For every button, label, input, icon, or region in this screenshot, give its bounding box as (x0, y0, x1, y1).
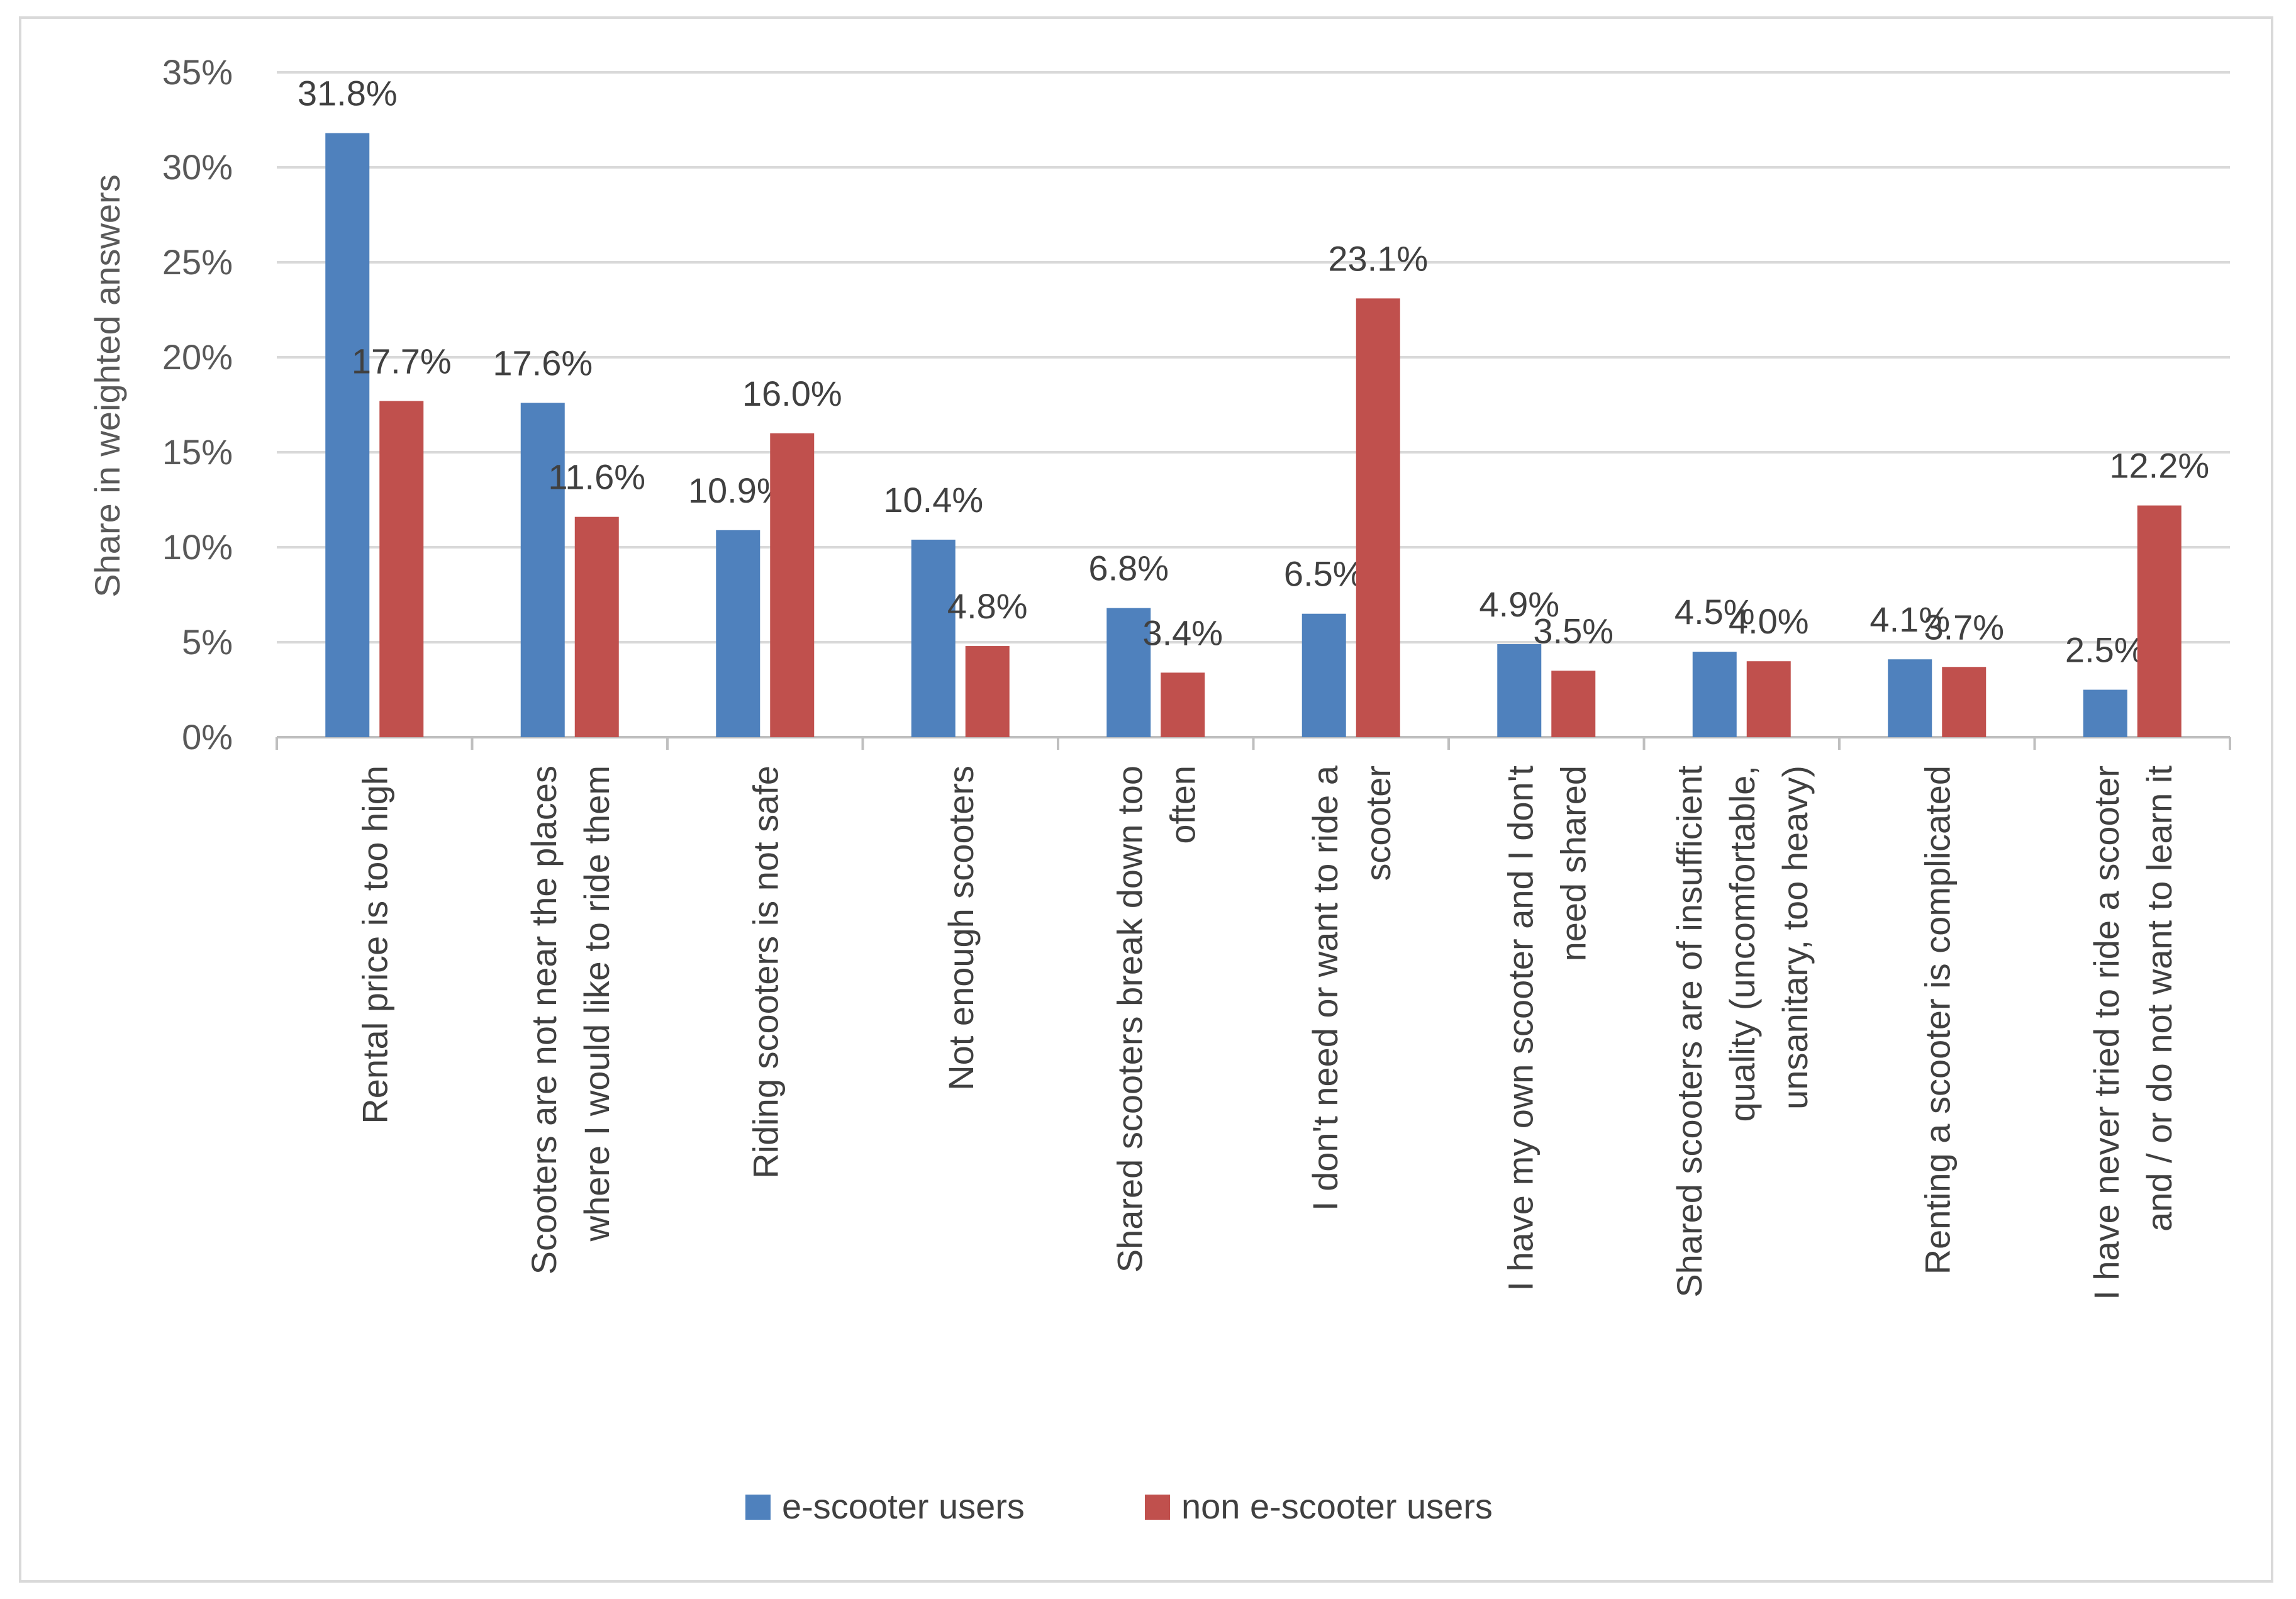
x-category-label: Rental price is too high (355, 766, 394, 1124)
data-label: 10.4% (883, 480, 983, 520)
bar-e-scooter-users (1692, 652, 1737, 737)
bar-non-e-scooter-users (574, 516, 619, 737)
data-label: 4.8% (947, 586, 1028, 626)
x-category-label-line: where I would like to ride them (577, 766, 616, 1242)
y-tick-label: 15% (162, 432, 233, 472)
y-tick-label: 35% (162, 52, 233, 92)
bar-non-e-scooter-users (1356, 298, 1400, 737)
x-category-label: Shared scooters are of insufficient quali… (1669, 766, 1815, 1298)
data-label: 31.8% (298, 74, 398, 113)
data-label: 11.6% (548, 457, 645, 497)
x-category-label: Riding scooters is not safe (745, 766, 785, 1179)
data-label: 3.5% (1533, 611, 1613, 650)
bar-e-scooter-users (520, 403, 565, 737)
bar-e-scooter-users (716, 530, 761, 737)
x-category-label-line: I have never tried to ride a scooter (2087, 766, 2126, 1300)
y-tick-label: 20% (162, 337, 233, 377)
data-label: 3.4% (1142, 613, 1223, 652)
bar-e-scooter-users (1888, 659, 1932, 737)
data-label: 23.1% (1328, 238, 1428, 278)
chart-frame (19, 16, 2273, 1583)
x-category-label: Scooters are not near the places where I … (524, 766, 616, 1274)
x-category-label-line: Not enough scooters (941, 766, 981, 1091)
x-category-label: I have never tried to ride a scooter and … (2087, 766, 2179, 1300)
legend-swatch-e-scooter-users (745, 1495, 771, 1520)
legend-label: e-scooter users (782, 1486, 1025, 1526)
data-label: 2.5% (2065, 630, 2146, 670)
y-tick-label: 30% (162, 147, 233, 187)
x-category-label: I have my own scooter and I don't need sh… (1500, 766, 1593, 1291)
x-category-label-line: often (1162, 766, 1202, 844)
bar-non-e-scooter-users (1746, 661, 1791, 737)
data-label: 16.0% (742, 374, 842, 413)
x-category-label-line: Shared scooters are of insufficient (1669, 766, 1709, 1298)
y-axis-title: Share in weighted answers (87, 174, 127, 597)
x-category-label: I don't need or want to ride a scooter (1305, 765, 1398, 1211)
bar-non-e-scooter-users (379, 401, 424, 737)
bar-e-scooter-users (2083, 689, 2127, 737)
x-category-label-line: need shared (1553, 766, 1593, 961)
y-tick-label: 0% (182, 717, 233, 757)
data-label: 17.6% (493, 343, 593, 382)
data-label: 12.2% (2109, 446, 2209, 486)
data-label: 17.7% (352, 341, 452, 381)
bar-e-scooter-users (1301, 613, 1346, 737)
data-label: 6.5% (1284, 554, 1364, 594)
x-category-label-line: Rental price is too high (355, 766, 394, 1124)
x-category-label-line: quality (uncomfortable, (1722, 766, 1762, 1122)
bar-e-scooter-users (325, 133, 370, 737)
data-label: 4.0% (1729, 601, 1809, 641)
x-category-label: Shared scooters break down too often (1110, 766, 1202, 1273)
bar-non-e-scooter-users (1161, 672, 1205, 737)
y-tick-label: 5% (182, 622, 233, 662)
legend-label: non e-scooter users (1181, 1486, 1493, 1526)
bar-e-scooter-users (911, 539, 956, 737)
data-label: 6.8% (1088, 549, 1169, 588)
data-label: 4.9% (1479, 584, 1559, 624)
data-label: 4.1% (1870, 599, 1950, 639)
y-tick-label: 10% (162, 527, 233, 567)
x-category-label-line: I have my own scooter and I don't (1500, 766, 1540, 1291)
bar-e-scooter-users (1106, 608, 1151, 737)
x-category-label-line: scooter (1358, 766, 1398, 881)
bar-non-e-scooter-users (770, 433, 815, 737)
x-category-label-line: Scooters are not near the places (524, 766, 564, 1274)
bar-non-e-scooter-users (2137, 505, 2182, 737)
y-tick-label: 25% (162, 242, 233, 282)
data-label: 4.5% (1675, 592, 1755, 632)
x-category-label-line: Renting a scooter is complicated (1917, 766, 1957, 1274)
x-category-label-line: and / or do not want to learn it (2139, 766, 2179, 1232)
x-category-label: Not enough scooters (941, 766, 981, 1091)
x-category-label-line: Riding scooters is not safe (745, 766, 785, 1179)
bar-non-e-scooter-users (1942, 667, 1987, 737)
x-category-label-line: Shared scooters break down too (1110, 766, 1149, 1273)
x-category-label: Renting a scooter is complicated (1917, 766, 1957, 1274)
data-label: 3.7% (1924, 607, 2004, 647)
legend-swatch-non-e-scooter-users (1145, 1495, 1170, 1520)
bar-e-scooter-users (1497, 644, 1542, 737)
x-category-label-line: I don't need or want to ride a (1305, 765, 1345, 1211)
x-category-label-line: unsanitary, too heavy) (1775, 766, 1815, 1110)
bar-non-e-scooter-users (965, 646, 1010, 737)
bar-non-e-scooter-users (1551, 671, 1596, 737)
